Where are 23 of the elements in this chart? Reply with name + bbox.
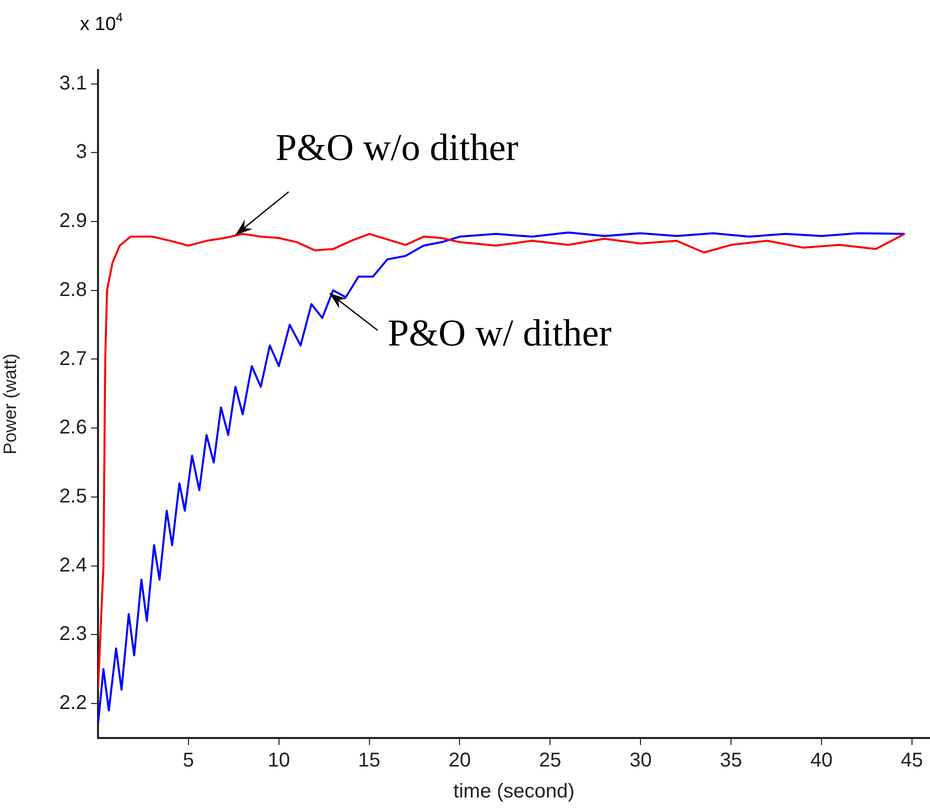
y-tick-label: 2.9 [59,210,87,232]
x-tick-label: 40 [810,750,833,772]
x-tick-label: 10 [268,750,290,772]
y-tick-label: 2.7 [59,348,87,370]
x-tick-label: 45 [900,750,924,772]
y-tick-label: 3.1 [59,72,87,94]
x-axis-title: time (second) [453,780,575,803]
x-tick-label: 35 [720,750,742,772]
y-tick-label: 2.6 [59,416,87,439]
x-tick-label: 25 [539,750,562,772]
y-tick-label: 2.2 [59,692,87,714]
annotation: P&O w/ dither [388,312,612,354]
y-tick-label: 2.4 [59,554,87,576]
y-axis-title: Power (watt) [0,353,20,455]
y-tick-label: 3 [76,141,87,164]
y-tick-label: 2.3 [59,623,87,646]
x-tick-label: 20 [448,750,471,772]
annotation: P&O w/o dither [276,126,519,169]
x-tick-label: 15 [358,750,380,772]
y-tick-label: 2.8 [59,278,87,301]
x-tick-label: 5 [182,750,194,772]
x-tick-label: 30 [629,750,652,772]
y-tick-label: 2.5 [59,485,87,508]
